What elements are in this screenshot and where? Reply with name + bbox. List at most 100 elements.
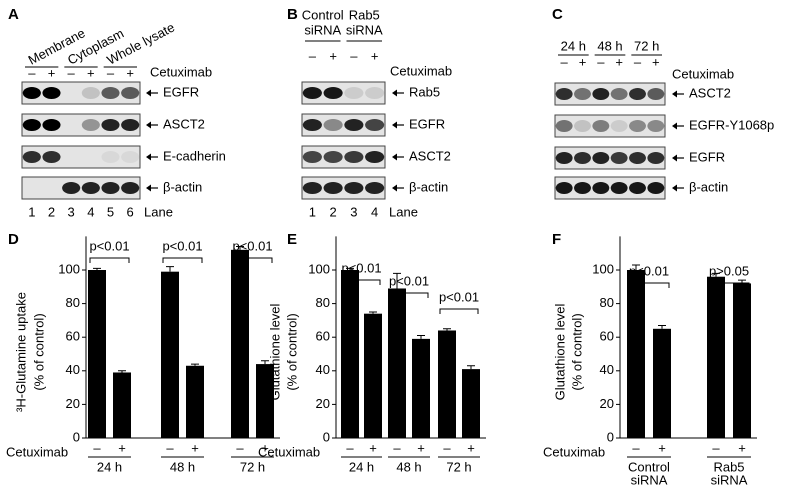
band: [121, 119, 140, 131]
x-tick-label: –: [393, 440, 401, 455]
band: [555, 182, 573, 194]
group-label: 24 h: [349, 459, 374, 474]
panel-label: A: [8, 6, 19, 23]
band: [344, 182, 364, 194]
band: [121, 151, 140, 163]
blot-strip: [301, 176, 386, 200]
x-tick-label: +: [191, 440, 199, 455]
band: [323, 151, 343, 163]
band: [647, 182, 665, 194]
x-tick-label: +: [417, 440, 425, 455]
error-bar: [191, 363, 199, 366]
arrow-head: [672, 184, 677, 192]
error-bar: [632, 264, 640, 270]
treatment-sign: –: [561, 54, 569, 69]
x-tick-label: –: [166, 440, 174, 455]
y-tick-label: 0: [73, 429, 80, 444]
bar: [653, 328, 671, 438]
y-tick-label: 60: [600, 329, 614, 344]
treatment-sign: –: [68, 65, 76, 80]
y-tick-label: 20: [66, 396, 80, 411]
error-bar: [658, 324, 666, 329]
row-label: ASCT2: [163, 116, 205, 131]
group-label: 72 h: [446, 459, 471, 474]
y-axis-label: Glutathione level: [552, 303, 567, 400]
band: [629, 152, 646, 164]
treatment-sign: +: [87, 65, 95, 80]
arrow-head: [392, 184, 397, 192]
bar: [113, 372, 131, 438]
row-label: EGFR: [163, 84, 199, 99]
group-label: Rab5: [713, 459, 744, 474]
lane-number: 5: [107, 204, 114, 219]
band: [323, 119, 343, 131]
band: [101, 87, 120, 99]
significance-bracket: [232, 257, 273, 263]
band: [302, 182, 322, 194]
bar: [627, 270, 645, 438]
band: [592, 152, 610, 164]
arrow-head: [392, 153, 397, 161]
y-tick-label: 40: [66, 362, 80, 377]
x-tick-label: +: [658, 440, 666, 455]
row-label: EGFR: [689, 149, 725, 164]
error-bar: [166, 266, 174, 272]
row-label: Rab5: [409, 84, 440, 99]
treatment-sign: –: [597, 54, 605, 69]
arrow-head: [146, 153, 151, 161]
row-label: E-cadherin: [163, 148, 226, 163]
treatment-sign: +: [126, 65, 134, 80]
band: [574, 182, 591, 194]
bar: [412, 338, 430, 438]
treatment-sign: –: [634, 54, 642, 69]
column-header: 24 h: [561, 38, 586, 53]
arrow-head: [672, 90, 677, 98]
y-tick-label: 100: [58, 261, 80, 276]
y-tick-label: 60: [316, 329, 330, 344]
arrow-head: [392, 89, 397, 97]
significance-bracket: [439, 308, 479, 314]
panel-label: D: [8, 231, 19, 248]
group-label: 48 h: [170, 459, 195, 474]
lane-number: 4: [87, 204, 94, 219]
significance-bracket: [628, 282, 670, 288]
treatment-sign: –: [309, 48, 317, 63]
treatment-label: Cetuximab: [150, 64, 212, 79]
band: [42, 151, 61, 163]
lane-label: Lane: [144, 204, 173, 219]
bar: [707, 276, 725, 438]
band: [574, 120, 591, 132]
group-label: siRNA: [631, 472, 668, 487]
significance-label: p>0.05: [709, 263, 749, 278]
x-tick-label: +: [261, 440, 269, 455]
y-tick-label: 100: [592, 261, 614, 276]
treatment-sign: +: [329, 48, 337, 63]
band: [344, 119, 364, 131]
arrow-head: [146, 184, 151, 192]
row-label: β-actin: [689, 179, 728, 194]
band: [22, 87, 41, 99]
treatment-sign: –: [28, 65, 36, 80]
treatment-sign: +: [579, 54, 587, 69]
blot-strip: [301, 81, 386, 105]
treatment-label: Cetuximab: [672, 66, 734, 81]
band: [574, 152, 591, 164]
column-header: Rab5: [349, 7, 380, 22]
bar: [388, 288, 406, 438]
error-bar: [369, 311, 377, 314]
panel-label: E: [287, 231, 297, 248]
band: [365, 87, 385, 99]
band: [610, 120, 628, 132]
significance-bracket: [342, 279, 381, 285]
y-axis-label: (% of control): [284, 313, 299, 390]
band: [610, 88, 628, 100]
bar: [364, 313, 382, 438]
column-header: siRNA: [304, 22, 341, 37]
error-bar: [261, 360, 269, 365]
x-tick-label: +: [738, 440, 746, 455]
band: [629, 88, 646, 100]
band: [81, 119, 100, 131]
treatment-label: Cetuximab: [6, 444, 68, 459]
band: [365, 119, 385, 131]
